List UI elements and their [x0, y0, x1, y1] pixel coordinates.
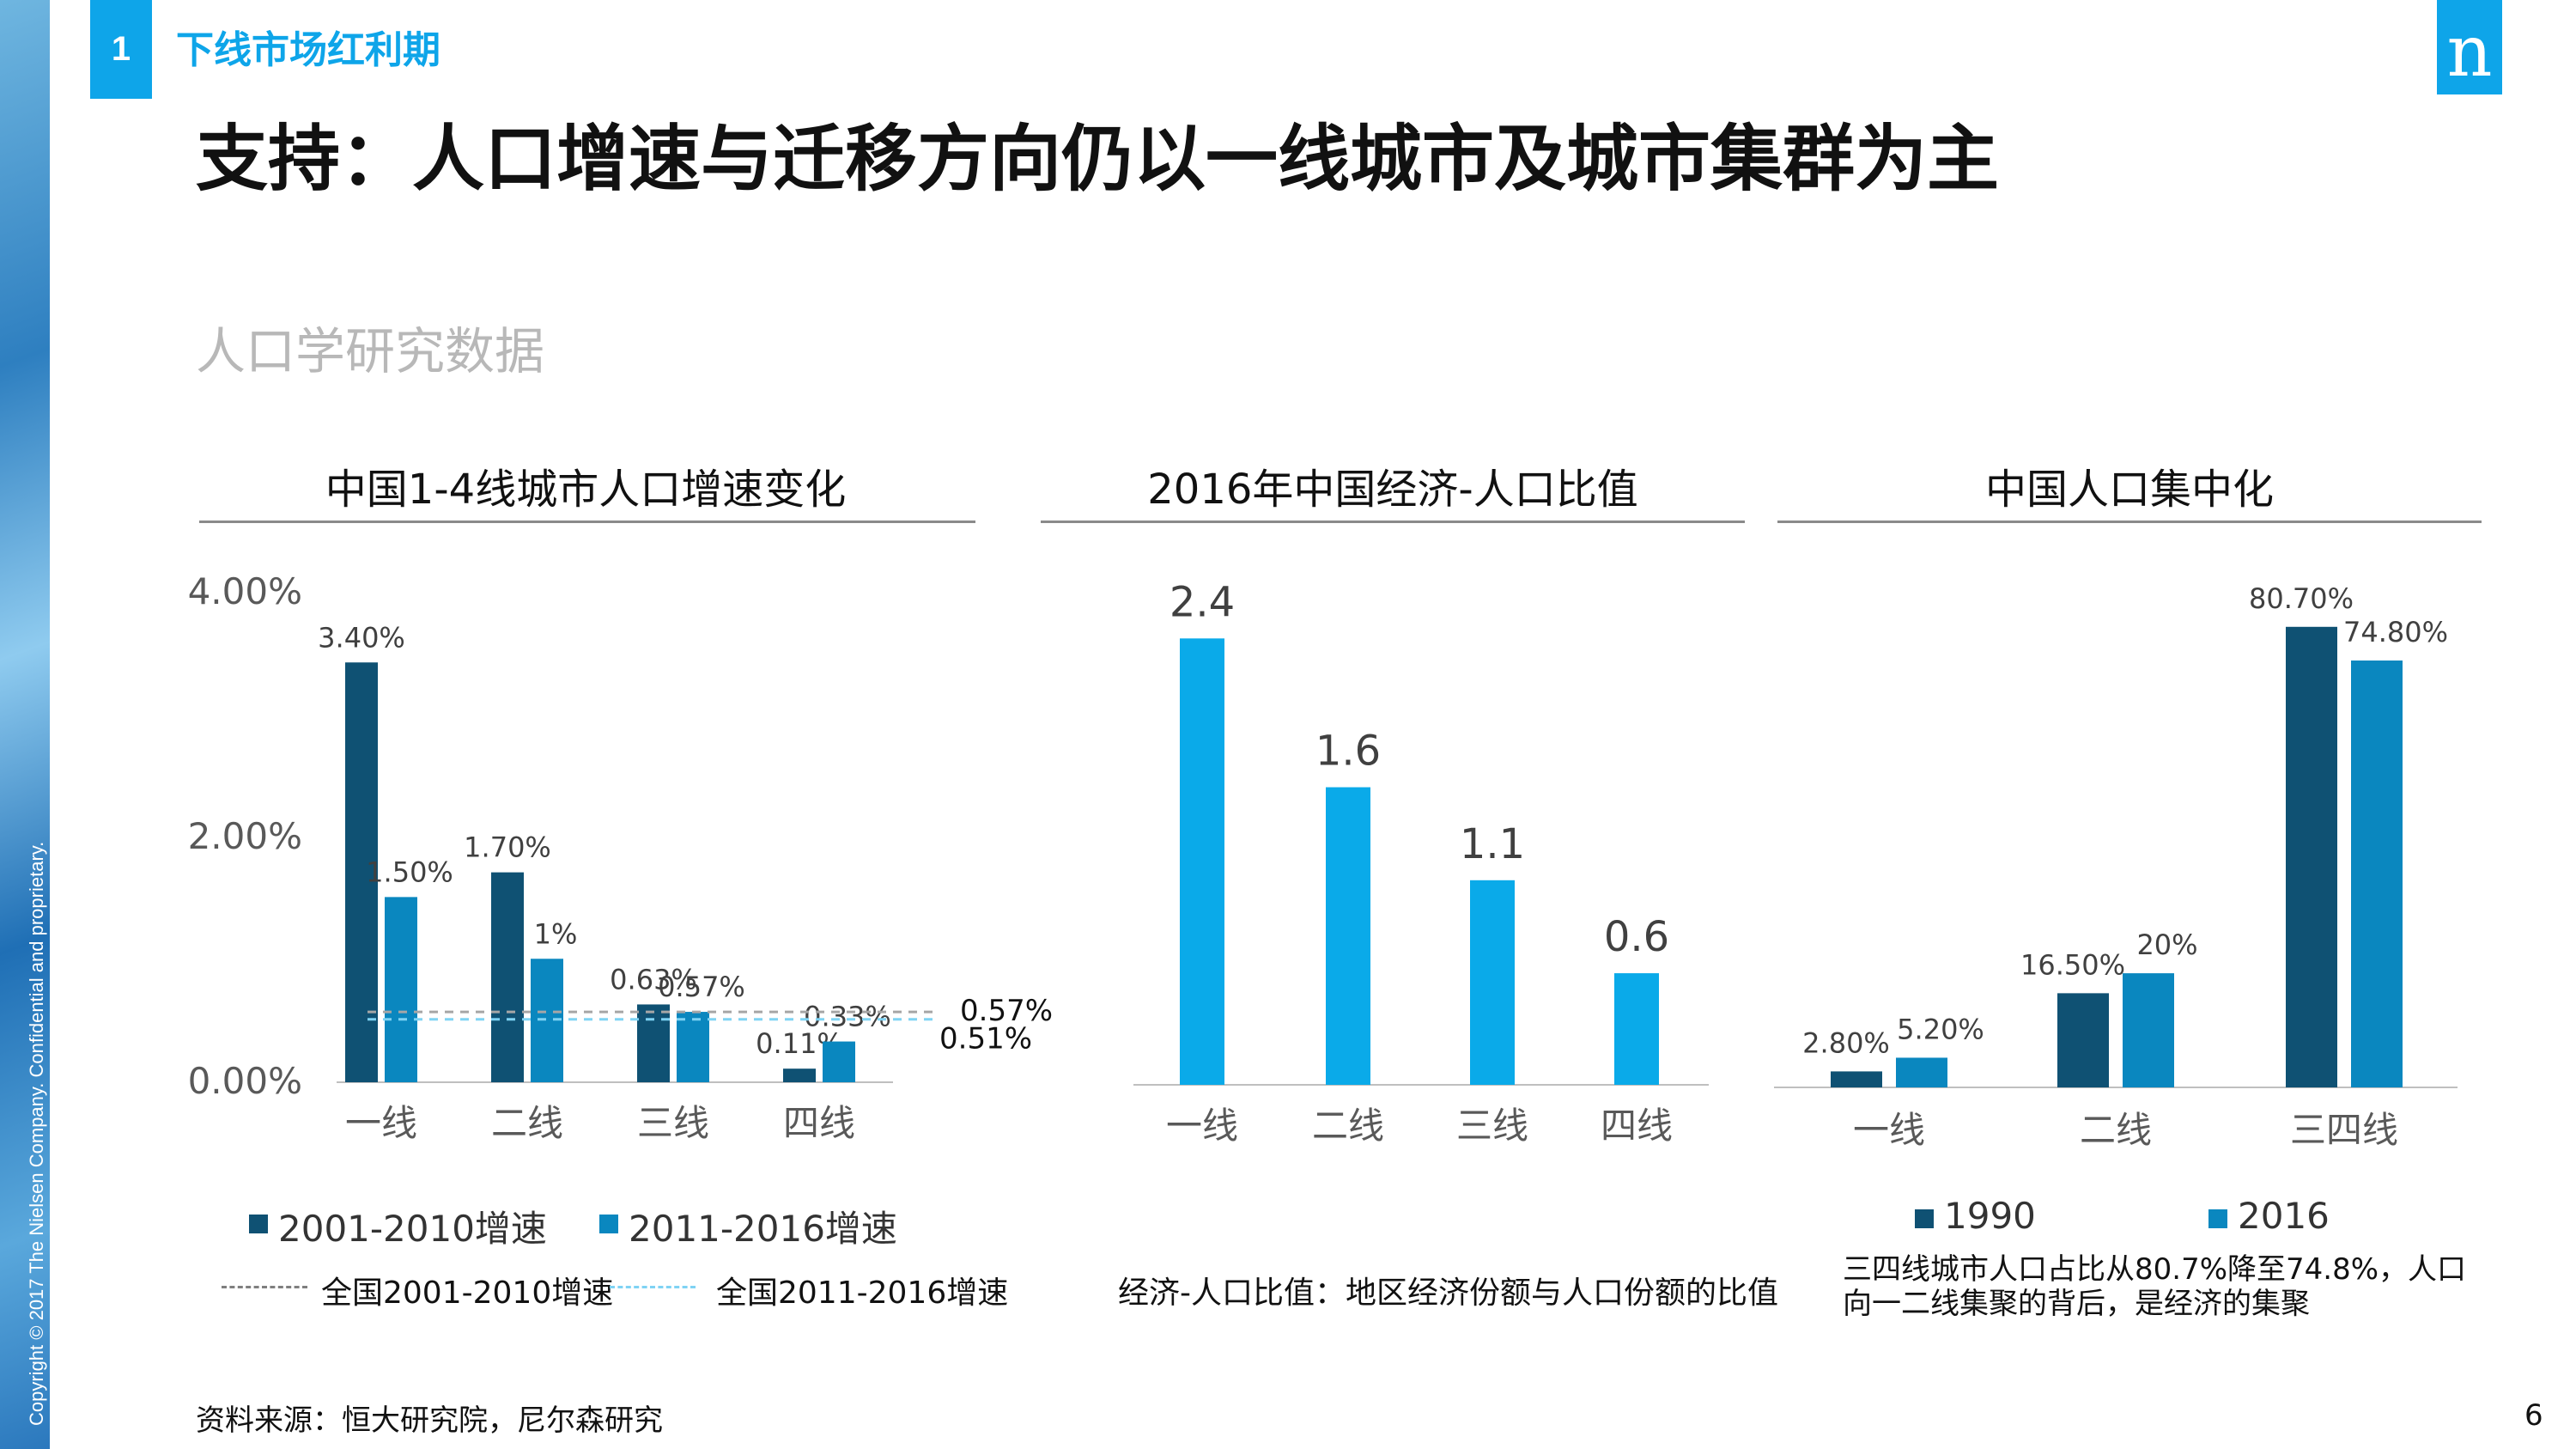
chart3-bar [1831, 1071, 1882, 1087]
chart1-bar [677, 1012, 709, 1082]
legend-label-1990: 1990 [1944, 1195, 2036, 1237]
chart3-bar [1896, 1057, 1947, 1087]
chart1-data-label: 3.40% [318, 621, 405, 654]
chart2-category-label: 三线 [1456, 1105, 1528, 1147]
chart2-title: 2016年中国经济-人口比值 [1147, 466, 1638, 514]
legend-label-national-2001-2010: 全国2001-2010增速 [321, 1275, 614, 1311]
legend-label-2011-2016: 2011-2016增速 [629, 1208, 897, 1250]
section-number-badge: 1 [90, 0, 152, 99]
chart1-reference-label: 0.57% [960, 994, 1053, 1028]
nielsen-logo: n [2437, 0, 2502, 94]
chart3-note: 三四线城市人口占比从80.7%降至74.8%，人口向一二线集聚的背后，是经济的集… [1843, 1252, 2467, 1321]
chart2-data-label: 0.6 [1604, 913, 1669, 961]
chart2-category-label: 一线 [1166, 1105, 1238, 1147]
page-subtitle: 人口学研究数据 [196, 322, 545, 381]
chart3-data-label: 16.50% [2020, 948, 2125, 981]
chart1-ytick-mid: 2.00% [188, 815, 302, 857]
chart3-bar [2351, 660, 2403, 1087]
chart1-data-label: 0.57% [658, 971, 745, 1003]
chart1-title: 中国1-4线城市人口增速变化 [325, 466, 847, 514]
chart1-category-label: 一线 [345, 1102, 417, 1144]
chart1-reference-label: 0.51% [939, 1022, 1032, 1056]
chart1-ytick-top: 4.00% [188, 570, 302, 612]
chart2-bar [1470, 880, 1515, 1085]
legend-swatch-1990 [1915, 1209, 1934, 1228]
chart2-category-label: 四线 [1601, 1105, 1673, 1147]
chart1-data-label: 0.63% [610, 963, 697, 995]
chart2-bar [1326, 787, 1370, 1085]
chart2-title-rule [1041, 521, 1745, 523]
section-title: 下线市场红利期 [176, 28, 440, 72]
chart3-title: 中国人口集中化 [1984, 466, 2274, 514]
chart2-data-label: 1.6 [1315, 728, 1381, 776]
chart2-category-label: 二线 [1312, 1105, 1384, 1147]
legend-swatch-2001-2010 [249, 1215, 268, 1233]
chart1-data-label: 1.50% [366, 855, 453, 888]
chart1-bar [637, 1004, 670, 1082]
chart1-bar [823, 1041, 855, 1082]
chart2: 2.4 1.6 1.1 0.6 一线 二线 三线 四线 [1133, 578, 1709, 1147]
chart1-bar [783, 1068, 816, 1082]
legend-label-2016: 2016 [2238, 1195, 2330, 1237]
chart3-title-rule [1777, 521, 2482, 523]
chart2-data-label: 2.4 [1170, 578, 1235, 626]
chart2-bar [1614, 973, 1659, 1085]
source-note: 资料来源：恒大研究院，尼尔森研究 [196, 1403, 663, 1438]
chart1-category-label: 三线 [637, 1102, 709, 1144]
legend-label-2001-2010: 2001-2010增速 [278, 1208, 547, 1250]
chart1-category-label: 四线 [783, 1102, 855, 1144]
chart3-data-label: 5.20% [1897, 1013, 1984, 1045]
chart1-bar [491, 872, 524, 1082]
legend-label-national-2011-2016: 全国2011-2016增速 [716, 1275, 1009, 1311]
chart3-bar [2286, 626, 2337, 1087]
chart3-category-label: 一线 [1853, 1109, 1925, 1151]
chart3-category-label: 三四线 [2290, 1109, 2398, 1151]
chart1-category-label: 二线 [491, 1102, 563, 1144]
legend-swatch-2011-2016 [599, 1215, 618, 1233]
chart3-data-label: 2.80% [1802, 1026, 1890, 1059]
left-decorative-strip [0, 0, 50, 1449]
chart3-data-label: 80.70% [2249, 582, 2354, 615]
chart3: 2.80% 5.20% 16.50% 20% 80.70%74.80% 一线 二线 三四线 [1774, 582, 2458, 1151]
chart1-data-label: 1% [534, 917, 578, 950]
chart1-data-label: 0.33% [804, 1001, 891, 1033]
chart2-data-label: 1.1 [1460, 820, 1525, 868]
chart2-bar [1180, 638, 1224, 1085]
chart3-bar [2123, 973, 2174, 1087]
chart1-data-label: 1.70% [464, 831, 551, 864]
chart3-data-label: 74.80% [2343, 616, 2448, 648]
legend-swatch-2016 [2208, 1209, 2227, 1228]
page-title: 支持：人口增速与迁移方向仍以一线城市及城市集群为主 [196, 117, 2000, 201]
chart1-title-rule [199, 521, 975, 523]
chart1: 4.00% 2.00% 0.00% 3.40% 1.50% 1.70% 1% 0.63%… [188, 570, 1053, 1144]
chart3-bar [2057, 993, 2109, 1087]
legend-dash-national-2001-2010 [222, 1286, 307, 1288]
chart1-bar [385, 897, 417, 1082]
chart2-note: 经济-人口比值：地区经济份额与人口份额的比值 [1118, 1275, 1778, 1311]
legend-dash-national-2011-2016 [610, 1286, 696, 1288]
page-number: 6 [2524, 1398, 2543, 1433]
chart1-ytick-zero: 0.00% [188, 1060, 302, 1102]
chart3-data-label: 20% [2136, 928, 2197, 961]
chart3-category-label: 二线 [2080, 1109, 2152, 1151]
